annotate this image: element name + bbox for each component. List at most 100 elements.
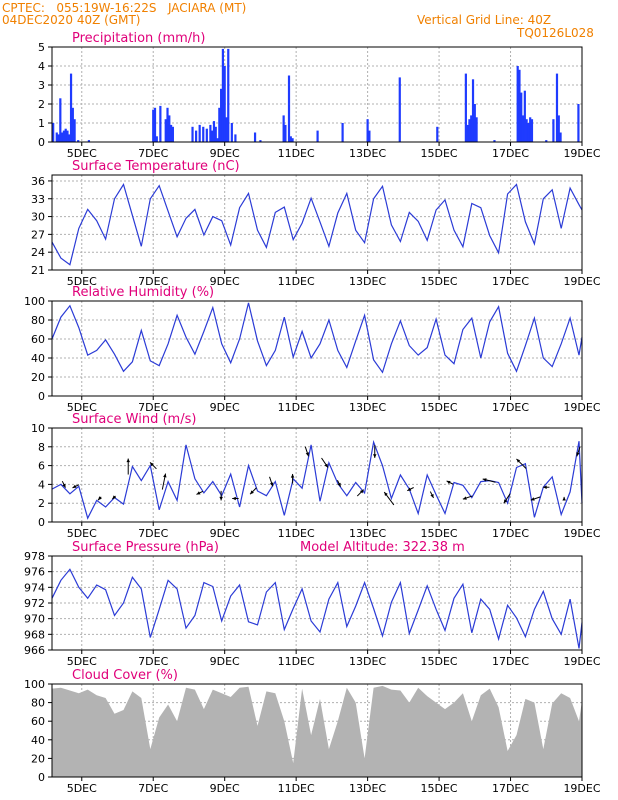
wind-arrow-head	[373, 454, 377, 458]
wind-xtick-label: 13DEC	[349, 527, 386, 540]
temperature-title: Surface Temperature (nC)	[72, 159, 240, 174]
precipitation-bar	[287, 75, 291, 142]
humidity-title: Relative Humidity (%)	[72, 285, 214, 300]
cloud-cover-area	[52, 685, 582, 777]
precipitation-bar	[545, 140, 548, 142]
precipitation-bar	[366, 119, 369, 142]
precipitation-bar	[77, 140, 80, 142]
precipitation-bar	[55, 132, 58, 142]
pressure-ytick-label: 974	[24, 581, 45, 594]
precipitation-ytick-label: 3	[38, 79, 45, 92]
wind-arrow-head	[430, 493, 434, 498]
wind-arrow-head	[269, 482, 274, 487]
wind-arrow-head	[407, 487, 412, 491]
humidity-xtick-label: 15DEC	[421, 401, 458, 414]
precipitation-bar	[71, 107, 74, 142]
humidity-ytick-label: 80	[31, 314, 45, 327]
cloud-cover-ytick-label: 0	[38, 771, 45, 784]
humidity-ytick-label: 40	[31, 352, 45, 365]
temperature-xtick-label: 17DEC	[492, 275, 529, 288]
wind-arrow-head	[219, 496, 223, 501]
pressure-ytick-label: 978	[24, 550, 45, 563]
precipitation-bar	[57, 134, 60, 142]
precipitation-bar	[475, 117, 478, 142]
cloud-cover-xtick-label: 9DEC	[210, 782, 240, 795]
precipitation-bar	[155, 136, 158, 142]
wind-xtick-label: 17DEC	[492, 527, 529, 540]
wind-ytick-label: 2	[38, 497, 45, 510]
wind-arrow-head	[150, 462, 154, 467]
cloud-cover-xtick-label: 15DEC	[421, 782, 458, 795]
precipitation-bar	[69, 73, 73, 142]
precipitation-bar	[473, 104, 476, 142]
humidity-ytick-label: 60	[31, 333, 45, 346]
precipitation-bar	[205, 128, 208, 142]
precipitation-bar	[159, 105, 162, 142]
precipitation-bar	[316, 130, 319, 142]
wind-arrow-head	[462, 496, 467, 500]
humidity-xtick-label: 13DEC	[349, 401, 386, 414]
temperature-xtick-label: 19DEC	[563, 275, 600, 288]
pressure-ytick-label: 968	[24, 628, 45, 641]
temperature-ytick-label: 24	[31, 246, 45, 259]
wind-arrow-head	[232, 496, 236, 501]
precipitation-bar	[466, 124, 469, 142]
cloud-cover-xtick-label: 17DEC	[492, 782, 529, 795]
cloud-cover-xtick-label: 13DEC	[349, 782, 386, 795]
precipitation-plot-frame	[51, 46, 583, 143]
precipitation-bar	[521, 115, 525, 142]
cloud-cover-xtick-label: 7DEC	[138, 782, 168, 795]
precipitation-bar	[64, 128, 67, 142]
precipitation-bar	[464, 73, 467, 142]
temperature-xtick-label: 9DEC	[210, 275, 240, 288]
precipitation-bar	[153, 107, 157, 142]
pressure-annotation: Model Altitude: 322.38 m	[300, 540, 465, 555]
temperature-ytick-label: 30	[31, 211, 45, 224]
precipitation-bar	[73, 119, 76, 142]
cloud-cover-xtick-label: 5DEC	[67, 782, 97, 795]
precipitation-bar	[59, 98, 62, 142]
precipitation-bar	[168, 115, 171, 142]
precipitation-xtick-label: 13DEC	[349, 147, 386, 160]
humidity-xtick-label: 19DEC	[563, 401, 600, 414]
precipitation-bar	[220, 88, 223, 142]
wind-xtick-label: 5DEC	[67, 527, 97, 540]
precipitation-xtick-label: 11DEC	[278, 147, 315, 160]
temperature-ytick-label: 33	[31, 193, 45, 206]
wind-arrow-head	[112, 495, 117, 500]
wind-arrow-head	[446, 480, 451, 485]
precipitation-bar	[209, 124, 212, 142]
precipitation-bar	[198, 124, 201, 142]
precipitation-bar	[62, 130, 65, 142]
precipitation-bar	[169, 124, 173, 142]
precipitation-bar	[152, 109, 155, 142]
precipitation-xtick-label: 19DEC	[563, 147, 600, 160]
cloud-cover-ytick-label: 60	[31, 715, 45, 728]
precipitation-bar	[227, 48, 230, 142]
humidity-xtick-label: 9DEC	[210, 401, 240, 414]
precipitation-bar	[68, 134, 71, 142]
pressure-xtick-label: 19DEC	[563, 655, 600, 668]
wind-arrow-head	[196, 491, 201, 495]
wind-ytick-label: 8	[38, 441, 45, 454]
precipitation-ytick-label: 1	[38, 117, 45, 130]
precipitation-bar	[518, 69, 521, 142]
precipitation-bar	[341, 123, 344, 142]
humidity-ytick-label: 20	[31, 371, 45, 384]
precipitation-xtick-label: 17DEC	[492, 147, 529, 160]
wind-title: Surface Wind (m/s)	[72, 412, 196, 427]
cloud-cover-ytick-label: 40	[31, 734, 45, 747]
precipitation-bar	[211, 130, 214, 142]
pressure-xtick-label: 5DEC	[67, 655, 97, 668]
wind-arrow-head	[359, 489, 364, 494]
wind-arrow-head	[384, 492, 388, 496]
wind-ytick-label: 10	[31, 422, 45, 435]
wind-arrow-head	[337, 482, 341, 487]
wind-arrow-head	[576, 452, 580, 457]
precipitation-bar	[66, 130, 69, 142]
precipitation-bar	[259, 140, 262, 142]
humidity-xtick-label: 5DEC	[67, 401, 97, 414]
wind-ytick-label: 0	[38, 516, 45, 529]
precipitation-bar	[230, 123, 233, 142]
